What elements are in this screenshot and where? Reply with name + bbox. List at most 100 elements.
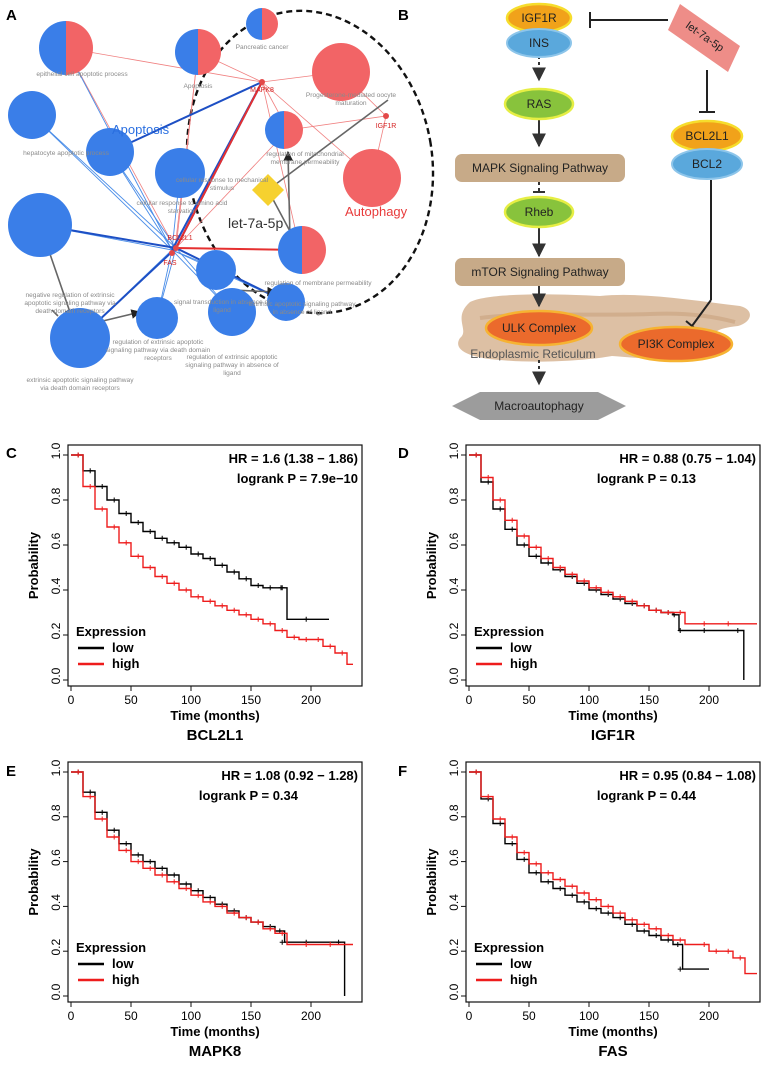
censor-mark-low [545, 560, 551, 566]
y-axis-label: Probability [26, 848, 41, 916]
censor-mark-low [521, 542, 527, 548]
label-mapk: MAPK Signaling Pathway [472, 161, 608, 175]
x-axis-label: Time (months) [568, 708, 657, 723]
node-progesterone [312, 43, 370, 101]
censor-mark-high [641, 603, 647, 609]
km-panel-e: E 0.0 0.2 0.4 0.6 0.8 1.0 0 50 100 150 200 Time (mon… [6, 759, 363, 1060]
node-epithelial-blue [39, 21, 66, 75]
pathway-arrows [532, 56, 546, 386]
panel-label-b: B [398, 7, 409, 24]
x-tick-label: 100 [181, 693, 201, 707]
censor-mark-low [557, 885, 563, 891]
censor-mark-high [231, 607, 237, 613]
pathway-panel: B [398, 2, 750, 420]
censor-mark-low [147, 529, 153, 534]
survival-curve-low [71, 454, 329, 620]
panel-label-e: E [6, 763, 16, 780]
node-let7a-diamond [668, 4, 740, 72]
censor-mark-high [75, 452, 81, 458]
label-rheb: Rheb [525, 205, 554, 219]
node-ulk-complex [484, 309, 594, 347]
censor-mark-low [183, 544, 189, 550]
panel-label-d: D [398, 445, 409, 462]
censor-mark-low [509, 526, 515, 532]
censor-mark-high [339, 650, 345, 656]
gene-title: MAPK8 [189, 1043, 242, 1060]
term-mito-1: regulation of mitochondrial [266, 151, 344, 158]
censor-mark-low [593, 906, 599, 912]
censor-mark-high [617, 594, 623, 600]
censor-mark-low [701, 628, 707, 633]
y-tick-label: 0.4 [49, 894, 63, 911]
censor-mark-high [557, 877, 563, 883]
node-signal-absence [196, 250, 236, 290]
y-tick-label: 0.6 [49, 849, 63, 866]
censor-mark-high [521, 533, 527, 539]
censor-mark-high [207, 899, 213, 905]
censor-mark-high [99, 506, 105, 512]
censor-mark-high [279, 930, 285, 936]
term-regext-2: signaling pathway via death domain [106, 347, 211, 354]
x-tick-label: 100 [579, 693, 599, 707]
censor-mark-low [497, 506, 503, 512]
node-hepatocyte [8, 91, 56, 139]
y-axis-label: Probability [424, 531, 439, 599]
panel-label-a: A [6, 7, 17, 24]
term-pancreatic: Pancreatic cancer [236, 44, 290, 51]
censor-mark-low [147, 859, 153, 865]
y-tick-label: 0.8 [447, 487, 461, 504]
term-regabs-3: ligand [223, 370, 241, 377]
legend-label-high: high [112, 656, 139, 671]
censor-mark-high [243, 915, 249, 921]
censor-mark-high [485, 794, 491, 800]
censor-mark-high [509, 517, 515, 523]
logrank-p: logrank P = 0.34 [199, 788, 299, 803]
y-tick-label: 0.4 [447, 577, 461, 594]
x-tick-label: 150 [639, 693, 659, 707]
censor-mark-high [159, 574, 165, 579]
y-tick-label: 0.2 [49, 939, 63, 956]
censor-mark-low [581, 899, 587, 905]
term-extabs-1: extrinsic apoptotic signaling pathway [248, 301, 356, 308]
term-epithelial: epithelial cell apoptotic process [36, 71, 128, 78]
legend-title: Expression [474, 624, 544, 639]
y-axis-label: Probability [26, 531, 41, 599]
y-tick-label: 0.6 [447, 849, 461, 866]
censor-mark-low [675, 941, 681, 947]
censor-mark-high [195, 892, 201, 898]
legend-label-high: high [510, 972, 537, 987]
term-progesterone-2: maturation [335, 100, 366, 107]
censor-mark-high [171, 879, 177, 885]
censor-mark-high [653, 926, 659, 932]
censor-mark-high [581, 578, 587, 584]
censor-mark-high [737, 955, 743, 961]
censor-mark-high [533, 861, 539, 867]
term-mito-2: membrane permeability [271, 159, 341, 166]
gene-title: IGF1R [591, 727, 635, 744]
censor-mark-low [545, 879, 551, 885]
censor-mark-low [207, 556, 213, 561]
x-axis-label: Time (months) [568, 1024, 657, 1039]
term-hepatocyte: hepatocyte apoptotic process [23, 150, 109, 157]
node-mito-red [284, 111, 303, 149]
censor-mark-low [641, 928, 647, 934]
censor-mark-high [557, 565, 563, 570]
plot-frame [67, 761, 363, 1003]
y-tick-label: 1.0 [49, 759, 63, 776]
term-starv-2: starvation [168, 208, 197, 215]
plot-frame [465, 761, 761, 1003]
y-tick-label: 1.0 [49, 442, 63, 459]
censor-mark-low [99, 484, 105, 489]
x-tick-label: 200 [699, 693, 719, 707]
node-memb-blue [278, 226, 302, 274]
censor-mark-high [641, 921, 647, 927]
censor-mark-high [279, 628, 285, 633]
censor-mark-low [629, 921, 635, 927]
gene-node-mapk8 [259, 79, 265, 85]
node-neg-regulation [8, 193, 72, 257]
censor-mark-low [159, 865, 165, 871]
censor-mark-high [255, 616, 261, 622]
censor-mark-high [617, 910, 623, 916]
censor-mark-high [713, 948, 719, 954]
